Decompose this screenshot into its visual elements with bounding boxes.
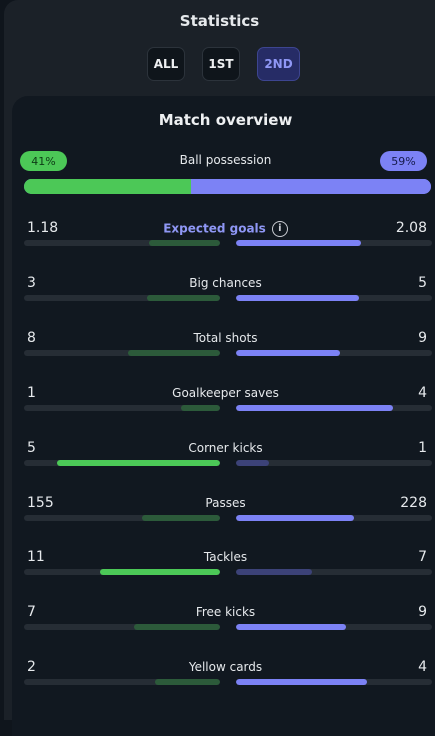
stat-home-track <box>24 624 220 630</box>
stat-label: Corner kicks <box>12 441 435 455</box>
stat-away-track <box>236 460 432 466</box>
stat-home-value: 1 <box>27 385 36 401</box>
stat-home-value: 2 <box>27 659 36 675</box>
stat-home-bar <box>149 240 220 246</box>
info-icon[interactable]: i <box>271 221 288 237</box>
stat-label-text: Corner kicks <box>188 441 263 455</box>
stat-home-track <box>24 240 220 246</box>
stat-label-text: Big chances <box>189 276 262 290</box>
stat-away-bar <box>236 624 346 630</box>
stat-row: 5 Corner kicks 1 <box>12 440 435 490</box>
stat-row: 1.18 Expected goals i 2.08 <box>12 220 435 270</box>
stat-away-track <box>236 569 432 575</box>
stat-away-bar <box>236 515 354 521</box>
stat-home-bar <box>155 679 220 685</box>
tab-1st[interactable]: 1ST <box>202 47 240 81</box>
stat-label: Total shots <box>12 331 435 345</box>
stat-label-text: Yellow cards <box>188 660 263 674</box>
stat-label-text: Expected goals <box>163 221 266 236</box>
card-title: Match overview <box>158 111 293 129</box>
possession-bar-home <box>24 179 191 194</box>
stat-home-track <box>24 405 220 411</box>
stat-row: 7 Free kicks 9 <box>12 604 435 654</box>
stat-away-bar <box>236 405 393 411</box>
stat-home-bar <box>100 569 220 575</box>
stat-away-value: 4 <box>418 385 427 401</box>
stat-label-text: Passes <box>205 496 246 510</box>
panel-title: Statistics <box>179 12 260 30</box>
stat-away-track <box>236 679 432 685</box>
stat-label-text: Goalkeeper saves <box>172 386 279 400</box>
period-tabs: ALL 1ST 2ND <box>4 47 435 81</box>
stat-away-value: 4 <box>418 659 427 675</box>
possession-label: Ball possession <box>179 153 272 167</box>
stat-away-track <box>236 624 432 630</box>
stat-home-value: 11 <box>27 549 45 565</box>
stat-row: 2 Yellow cards 4 <box>12 659 435 709</box>
stat-home-track <box>24 350 220 356</box>
stat-away-value: 9 <box>418 604 427 620</box>
stat-away-track <box>236 240 432 246</box>
stat-home-bar <box>141 515 220 521</box>
stat-home-track <box>24 460 220 466</box>
stat-label-text: Free kicks <box>195 605 256 619</box>
possession-home-badge: 41% <box>20 151 67 171</box>
stat-away-value: 228 <box>400 495 427 511</box>
stat-home-bar <box>57 460 220 466</box>
statistics-panel: Statistics ALL 1ST 2ND Match overview 41… <box>4 0 435 736</box>
stat-home-bar <box>127 350 220 356</box>
stat-home-bar <box>133 624 220 630</box>
stat-home-value: 3 <box>27 275 36 291</box>
stat-label: Tackles <box>12 550 435 564</box>
stat-row: 11 Tackles 7 <box>12 549 435 599</box>
stat-home-bar <box>146 295 220 301</box>
stat-label: Yellow cards <box>12 660 435 674</box>
stat-away-value: 7 <box>418 549 427 565</box>
stat-label[interactable]: Expected goals i <box>12 221 435 237</box>
stat-home-track <box>24 569 220 575</box>
tab-all[interactable]: ALL <box>147 47 185 81</box>
stat-home-value: 1.18 <box>27 220 59 236</box>
stat-row: 155 Passes 228 <box>12 495 435 545</box>
stat-away-value: 5 <box>418 275 427 291</box>
stat-label: Passes <box>12 496 435 510</box>
stat-away-bar <box>236 295 359 301</box>
stat-away-track <box>236 295 432 301</box>
stat-away-bar <box>236 350 340 356</box>
stat-home-track <box>24 295 220 301</box>
stat-home-value: 8 <box>27 330 36 346</box>
stat-row: 1 Goalkeeper saves 4 <box>12 385 435 435</box>
stat-home-value: 155 <box>27 495 54 511</box>
possession-away-badge: 59% <box>380 151 427 171</box>
stat-away-track <box>236 515 432 521</box>
stat-label-text: Total shots <box>193 331 258 345</box>
tab-2nd[interactable]: 2ND <box>257 47 300 81</box>
stat-away-bar <box>236 679 368 685</box>
stat-home-track <box>24 679 220 685</box>
stat-label: Free kicks <box>12 605 435 619</box>
stat-away-track <box>236 405 432 411</box>
stat-away-value: 1 <box>418 440 427 456</box>
stat-home-track <box>24 515 220 521</box>
stat-home-value: 7 <box>27 604 36 620</box>
stat-away-bar <box>236 240 362 246</box>
stat-away-bar <box>236 460 270 466</box>
stat-label: Big chances <box>12 276 435 290</box>
stat-away-bar <box>236 569 313 575</box>
stat-away-track <box>236 350 432 356</box>
possession-bar-away <box>190 179 431 194</box>
stat-label: Goalkeeper saves <box>12 386 435 400</box>
stat-label-text: Tackles <box>203 550 248 564</box>
stat-home-value: 5 <box>27 440 36 456</box>
stat-row: 3 Big chances 5 <box>12 275 435 325</box>
stat-row: 8 Total shots 9 <box>12 330 435 380</box>
possession-bar <box>24 179 431 194</box>
match-overview-card: Match overview 41% Ball possession 59% 1… <box>12 96 435 736</box>
stat-home-bar <box>180 405 220 411</box>
stat-away-value: 2.08 <box>395 220 427 236</box>
stat-away-value: 9 <box>418 330 427 346</box>
